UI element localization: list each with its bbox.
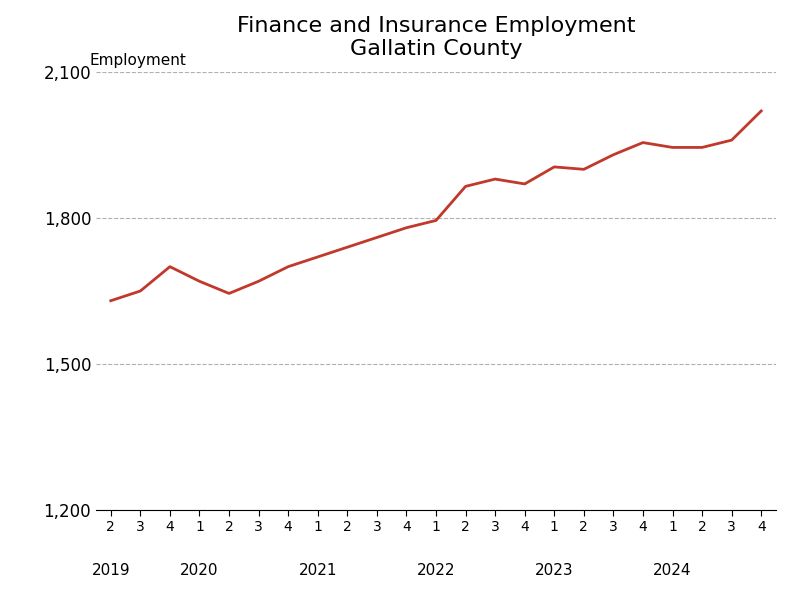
Text: 2021: 2021: [298, 563, 337, 578]
Text: 2020: 2020: [180, 563, 218, 578]
Title: Finance and Insurance Employment
Gallatin County: Finance and Insurance Employment Gallati…: [237, 16, 635, 59]
Text: 2024: 2024: [654, 563, 692, 578]
Text: 2023: 2023: [535, 563, 574, 578]
Text: 2022: 2022: [417, 563, 455, 578]
Text: 2019: 2019: [91, 563, 130, 578]
Text: Employment: Employment: [90, 53, 186, 68]
